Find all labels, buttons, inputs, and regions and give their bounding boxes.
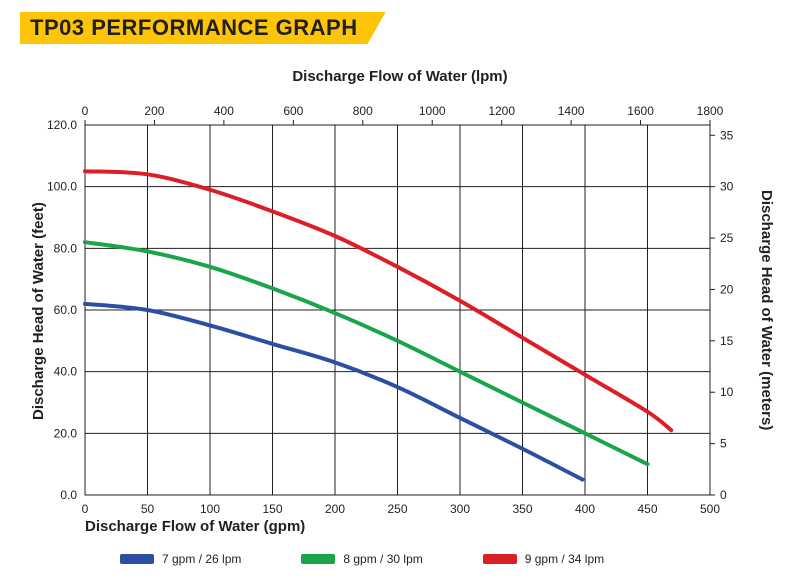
- svg-text:0: 0: [720, 488, 727, 502]
- svg-text:5: 5: [720, 437, 727, 451]
- legend-swatch: [301, 554, 335, 564]
- svg-text:100.0: 100.0: [47, 180, 77, 194]
- svg-text:350: 350: [512, 502, 532, 516]
- svg-text:0: 0: [82, 104, 89, 118]
- svg-text:800: 800: [353, 104, 373, 118]
- svg-text:0: 0: [82, 502, 89, 516]
- legend-label: 9 gpm / 34 lpm: [525, 552, 604, 566]
- svg-text:1200: 1200: [488, 104, 515, 118]
- svg-text:80.0: 80.0: [54, 241, 78, 255]
- svg-text:600: 600: [283, 104, 303, 118]
- svg-text:1000: 1000: [419, 104, 446, 118]
- svg-text:40.0: 40.0: [54, 365, 78, 379]
- svg-text:120.0: 120.0: [47, 118, 77, 132]
- svg-text:60.0: 60.0: [54, 303, 78, 317]
- svg-text:1600: 1600: [627, 104, 654, 118]
- svg-text:100: 100: [200, 502, 220, 516]
- legend-swatch: [120, 554, 154, 564]
- svg-text:1800: 1800: [697, 104, 724, 118]
- legend-label: 7 gpm / 26 lpm: [162, 552, 241, 566]
- legend-swatch: [483, 554, 517, 564]
- svg-text:400: 400: [575, 502, 595, 516]
- svg-text:1400: 1400: [558, 104, 585, 118]
- svg-text:300: 300: [450, 502, 470, 516]
- legend-item: 9 gpm / 34 lpm: [483, 552, 604, 566]
- svg-text:0.0: 0.0: [60, 488, 77, 502]
- legend-label: 8 gpm / 30 lpm: [343, 552, 422, 566]
- svg-text:250: 250: [387, 502, 407, 516]
- svg-text:400: 400: [214, 104, 234, 118]
- svg-text:20.0: 20.0: [54, 426, 78, 440]
- svg-text:150: 150: [262, 502, 282, 516]
- svg-text:200: 200: [144, 104, 164, 118]
- svg-text:25: 25: [720, 231, 734, 245]
- svg-text:20: 20: [720, 282, 734, 296]
- legend-item: 8 gpm / 30 lpm: [301, 552, 422, 566]
- svg-text:15: 15: [720, 334, 734, 348]
- svg-text:10: 10: [720, 385, 734, 399]
- svg-text:30: 30: [720, 180, 734, 194]
- legend-item: 7 gpm / 26 lpm: [120, 552, 241, 566]
- svg-text:50: 50: [141, 502, 155, 516]
- svg-text:500: 500: [700, 502, 720, 516]
- svg-text:200: 200: [325, 502, 345, 516]
- legend: 7 gpm / 26 lpm 8 gpm / 30 lpm 9 gpm / 34 l…: [120, 552, 604, 566]
- svg-text:35: 35: [720, 128, 734, 142]
- svg-text:450: 450: [637, 502, 657, 516]
- performance-chart: 0501001502002503003504004505000.020.040.…: [0, 0, 800, 583]
